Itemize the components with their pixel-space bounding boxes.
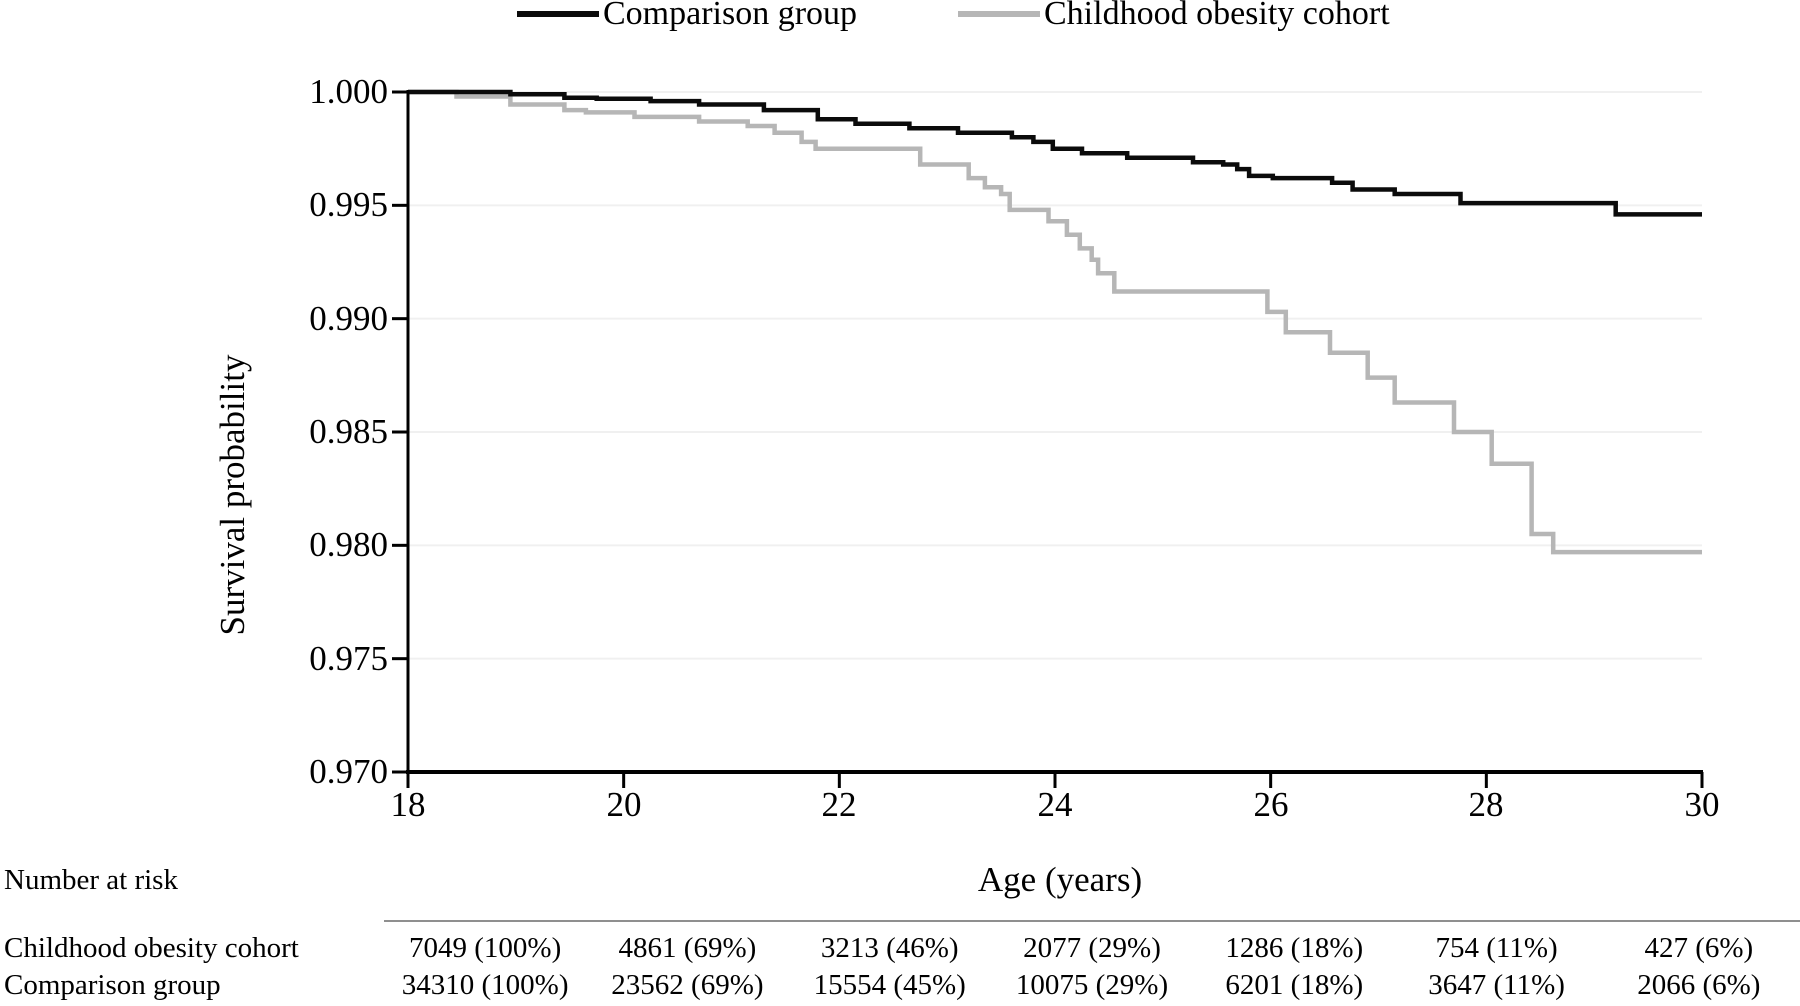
x-tick-label-20: 20 (606, 785, 642, 824)
x-tick-label-30: 30 (1684, 785, 1720, 824)
risk-table-rule (384, 920, 1800, 922)
risk-cell: 427 (6%) (1644, 932, 1754, 964)
risk-cell: 2077 (29%) (1023, 932, 1161, 964)
childhood-obesity-cohort-line-swatch (958, 11, 1040, 17)
legend-label-childhood-obesity-cohort: Childhood obesity cohort (1044, 0, 1390, 32)
x-axis-tick-marks (406, 772, 1704, 788)
risk-row-label-childhood-obesity-cohort: Childhood obesity cohort (4, 932, 299, 964)
risk-cell: 3647 (11%) (1428, 969, 1565, 1001)
risk-row-childhood-obesity-cohort: 7049 (100%) 4861 (69%) 3213 (46%) 2077 (… (384, 932, 1800, 965)
x-axis-title: Age (years) (977, 860, 1143, 899)
y-axis-tick-marks (392, 90, 408, 774)
risk-cell: 754 (11%) (1435, 932, 1558, 964)
y-tick-label-0985: 0.985 (309, 412, 388, 451)
y-tick-label-0990: 0.990 (309, 299, 388, 338)
risk-row-comparison-group: 34310 (100%) 23562 (69%) 15554 (45%) 100… (384, 969, 1800, 1002)
legend-label-comparison-group: Comparison group (603, 0, 858, 32)
survival-curves (408, 89, 1702, 555)
x-tick-label-26: 26 (1253, 785, 1289, 824)
x-tick-label-18: 18 (390, 785, 426, 824)
y-tick-label-0975: 0.975 (309, 639, 388, 678)
risk-cell: 15554 (45%) (813, 969, 966, 1001)
horizontal-gridlines (408, 91, 1702, 660)
legend-item-comparison-group: Comparison group (517, 0, 857, 35)
y-tick-label-0980: 0.980 (309, 525, 388, 564)
risk-cell: 4861 (69%) (618, 932, 757, 964)
y-axis-title: Survival probability (213, 354, 252, 636)
risk-cell: 6201 (18%) (1225, 969, 1364, 1001)
y-tick-label-0995: 0.995 (309, 185, 388, 224)
series-path-comparison-group (408, 89, 1702, 217)
x-tick-label-22: 22 (821, 785, 857, 824)
legend-item-childhood-obesity-cohort: Childhood obesity cohort (958, 0, 1390, 35)
x-tick-label-28: 28 (1468, 785, 1504, 824)
risk-cell: 7049 (100%) (409, 932, 562, 964)
risk-cell: 1286 (18%) (1225, 932, 1364, 964)
series-path-childhood-obesity-cohort (408, 89, 1702, 555)
x-tick-label-24: 24 (1037, 785, 1073, 824)
risk-cell: 10075 (29%) (1015, 969, 1169, 1001)
y-tick-label-1000: 1.000 (309, 72, 388, 111)
risk-table-header: Number at risk (4, 864, 178, 896)
risk-row-label-comparison-group: Comparison group (4, 969, 221, 1001)
risk-cell: 3213 (46%) (820, 932, 959, 964)
risk-cell: 2066 (6%) (1637, 969, 1761, 1001)
risk-cell: 23562 (69%) (611, 969, 764, 1001)
risk-cell: 34310 (100%) (401, 969, 569, 1001)
comparison-group-line-swatch (517, 11, 599, 17)
y-tick-label-0970: 0.970 (309, 752, 388, 791)
